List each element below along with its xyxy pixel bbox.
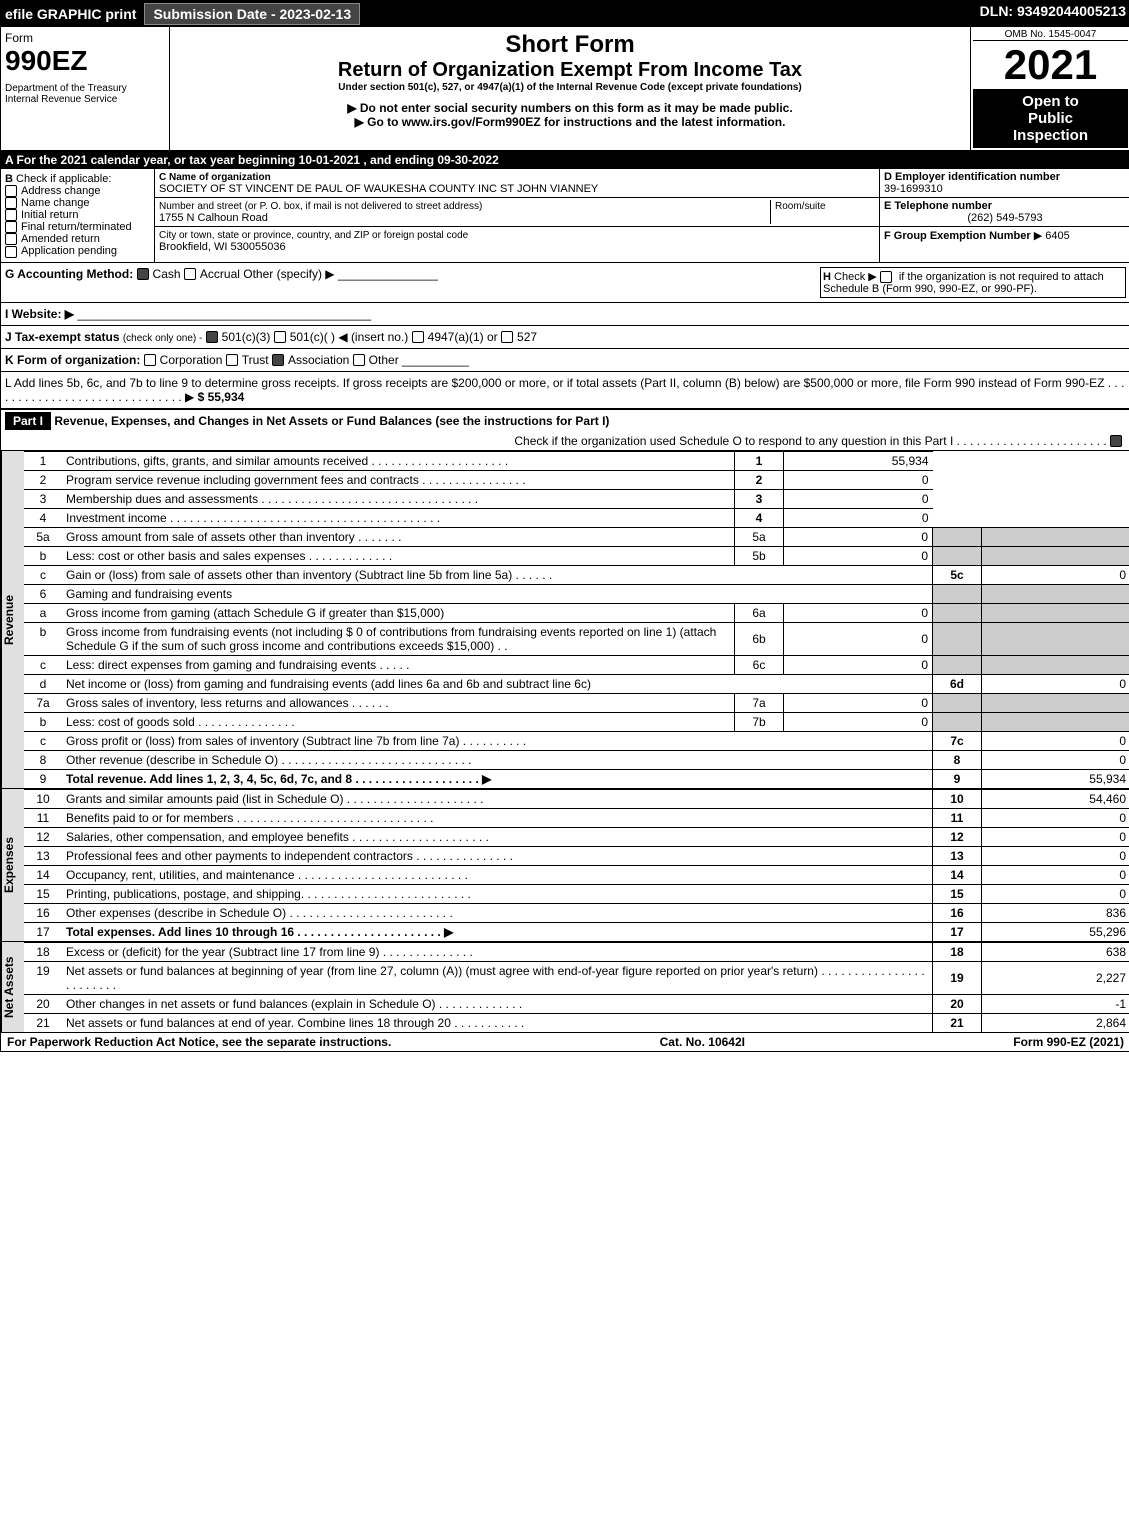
line-2: 2Program service revenue including gover… xyxy=(24,470,1129,489)
expenses-section: Expenses 10Grants and similar amounts pa… xyxy=(1,788,1129,941)
line-15: 15Printing, publications, postage, and s… xyxy=(24,884,1129,903)
section-b: B Check if applicable: Address change Na… xyxy=(1,169,1129,263)
footer: For Paperwork Reduction Act Notice, see … xyxy=(1,1032,1129,1051)
line-1: 1Contributions, gifts, grants, and simil… xyxy=(24,451,1129,470)
part-i-label: Part I xyxy=(5,412,51,430)
dept: Department of the Treasury xyxy=(5,83,165,94)
line-6a: aGross income from gaming (attach Schedu… xyxy=(24,603,1129,622)
footer-right: Form 990-EZ (2021) xyxy=(1013,1035,1124,1049)
checkbox-final-return[interactable] xyxy=(5,221,17,233)
org-city: Brookfield, WI 530055036 xyxy=(159,241,286,253)
checkbox-name-change[interactable] xyxy=(5,197,17,209)
checkbox-amended-return[interactable] xyxy=(5,233,17,245)
omb: OMB No. 1545-0047 xyxy=(973,29,1128,41)
form-label: Form xyxy=(5,31,165,45)
line-18: 18Excess or (deficit) for the year (Subt… xyxy=(24,942,1129,961)
group-exemption: ▶ 6405 xyxy=(1034,230,1070,242)
checkbox-schedule-o[interactable] xyxy=(1110,435,1122,447)
line-13: 13Professional fees and other payments t… xyxy=(24,846,1129,865)
checkbox-527[interactable] xyxy=(501,331,513,343)
checkbox-application-pending[interactable] xyxy=(5,246,17,258)
revenue-section: Revenue 1Contributions, gifts, grants, a… xyxy=(1,450,1129,788)
side-net-assets: Net Assets xyxy=(1,942,24,1032)
line-16: 16Other expenses (describe in Schedule O… xyxy=(24,903,1129,922)
footer-left: For Paperwork Reduction Act Notice, see … xyxy=(7,1035,391,1049)
irs: Internal Revenue Service xyxy=(5,94,165,105)
footer-cat: Cat. No. 10642I xyxy=(660,1035,745,1049)
tax-year: 2021 xyxy=(973,41,1128,89)
checkbox-initial-return[interactable] xyxy=(5,209,17,221)
dln: DLN: 93492044005213 xyxy=(980,3,1126,25)
goto-link[interactable]: ▶ Go to www.irs.gov/Form990EZ for instru… xyxy=(174,115,966,129)
line-6b: bGross income from fundraising events (n… xyxy=(24,622,1129,655)
net-assets-section: Net Assets 18Excess or (deficit) for the… xyxy=(1,941,1129,1032)
efile-label: efile GRAPHIC print xyxy=(5,6,136,22)
checkbox-assoc[interactable] xyxy=(272,354,284,366)
line-14: 14Occupancy, rent, utilities, and mainte… xyxy=(24,865,1129,884)
line-7a: 7aGross sales of inventory, less returns… xyxy=(24,693,1129,712)
line-6c: cLess: direct expenses from gaming and f… xyxy=(24,655,1129,674)
line-7b: bLess: cost of goods sold . . . . . . . … xyxy=(24,712,1129,731)
line-3: 3Membership dues and assessments . . . .… xyxy=(24,489,1129,508)
checkbox-address-change[interactable] xyxy=(5,185,17,197)
checkbox-cash[interactable] xyxy=(137,268,149,280)
form-990ez: efile GRAPHIC print Submission Date - 20… xyxy=(0,0,1129,1052)
line-19: 19Net assets or fund balances at beginni… xyxy=(24,961,1129,994)
side-revenue: Revenue xyxy=(1,451,24,788)
line-l-text: L Add lines 5b, 6c, and 7b to line 9 to … xyxy=(5,376,1124,404)
submission-date: Submission Date - 2023-02-13 xyxy=(144,3,360,25)
line-5b: bLess: cost or other basis and sales exp… xyxy=(24,546,1129,565)
section-a: A For the 2021 calendar year, or tax yea… xyxy=(1,151,1129,169)
phone: (262) 549-5793 xyxy=(884,212,1126,224)
title: Return of Organization Exempt From Incom… xyxy=(174,59,966,82)
line-7c: cGross profit or (loss) from sales of in… xyxy=(24,731,1129,750)
line-11: 11Benefits paid to or for members . . . … xyxy=(24,808,1129,827)
checkbox-4947[interactable] xyxy=(412,331,424,343)
line-9: 9Total revenue. Add lines 1, 2, 3, 4, 5c… xyxy=(24,769,1129,788)
top-bar: efile GRAPHIC print Submission Date - 20… xyxy=(1,1,1129,27)
org-address: 1755 N Calhoun Road xyxy=(159,212,268,224)
checkbox-h[interactable] xyxy=(880,271,892,283)
line-4: 4Investment income . . . . . . . . . . .… xyxy=(24,508,1129,527)
checkbox-other[interactable] xyxy=(353,354,365,366)
checkbox-corp[interactable] xyxy=(144,354,156,366)
line-12: 12Salaries, other compensation, and empl… xyxy=(24,827,1129,846)
line-5a: 5aGross amount from sale of assets other… xyxy=(24,527,1129,546)
side-expenses: Expenses xyxy=(1,789,24,941)
ssn-warning: ▶ Do not enter social security numbers o… xyxy=(174,101,966,115)
line-10: 10Grants and similar amounts paid (list … xyxy=(24,789,1129,808)
ein: 39-1699310 xyxy=(884,183,943,195)
line-5c: cGain or (loss) from sale of assets othe… xyxy=(24,565,1129,584)
part-i-title: Revenue, Expenses, and Changes in Net As… xyxy=(54,414,609,428)
line-6d: dNet income or (loss) from gaming and fu… xyxy=(24,674,1129,693)
line-20: 20Other changes in net assets or fund ba… xyxy=(24,994,1129,1013)
checkbox-trust[interactable] xyxy=(226,354,238,366)
subtitle: Under section 501(c), 527, or 4947(a)(1)… xyxy=(174,82,966,93)
line-17: 17Total expenses. Add lines 10 through 1… xyxy=(24,922,1129,941)
checkbox-501c[interactable] xyxy=(274,331,286,343)
line-21: 21Net assets or fund balances at end of … xyxy=(24,1013,1129,1032)
header: Form 990EZ Department of the Treasury In… xyxy=(1,27,1129,151)
form-number: 990EZ xyxy=(5,45,165,77)
checkbox-501c3[interactable] xyxy=(206,331,218,343)
line-8: 8Other revenue (describe in Schedule O) … xyxy=(24,750,1129,769)
short-form: Short Form xyxy=(174,31,966,59)
line-6: 6Gaming and fundraising events xyxy=(24,584,1129,603)
open-public: Open to Public Inspection xyxy=(973,89,1128,148)
org-name: SOCIETY OF ST VINCENT DE PAUL OF WAUKESH… xyxy=(159,183,598,195)
line-l-amount: $ 55,934 xyxy=(198,390,245,404)
checkbox-accrual[interactable] xyxy=(184,268,196,280)
